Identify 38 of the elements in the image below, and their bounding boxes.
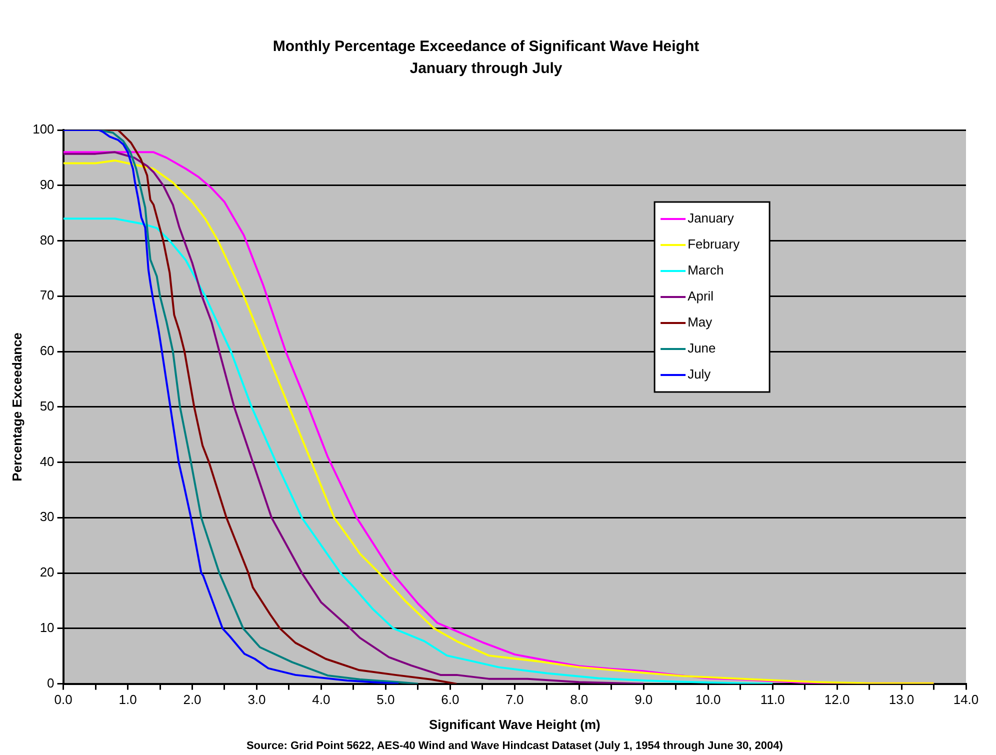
x-tick-label: 14.0 bbox=[953, 692, 979, 708]
y-tick-label: 60 bbox=[40, 343, 54, 358]
y-axis-title: Percentage Exceedance bbox=[9, 332, 24, 482]
x-tick-label: 8.0 bbox=[570, 692, 588, 708]
legend-label: March bbox=[688, 262, 724, 278]
chart-title: Monthly Percentage Exceedance of Significant Wave Height bbox=[272, 38, 700, 56]
x-tick-label: 7.0 bbox=[506, 692, 524, 708]
y-tick-label: 70 bbox=[40, 288, 54, 303]
x-tick-label: 12.0 bbox=[824, 692, 850, 708]
x-tick-label: 6.0 bbox=[441, 692, 460, 708]
chart-subtitle: January through July bbox=[410, 60, 563, 78]
x-tick-label: 3.0 bbox=[248, 692, 266, 708]
y-tick-label: 40 bbox=[40, 454, 54, 469]
legend-label: June bbox=[688, 340, 716, 356]
x-tick-label: 0.0 bbox=[54, 692, 72, 708]
y-tick-label: 30 bbox=[40, 509, 54, 524]
x-tick-label: 10.0 bbox=[695, 692, 721, 708]
y-tick-label: 20 bbox=[40, 564, 54, 580]
y-tick-label: 90 bbox=[40, 176, 54, 192]
y-tick-label: 0 bbox=[47, 675, 54, 690]
x-tick-label: 2.0 bbox=[183, 692, 202, 708]
x-tick-label: 4.0 bbox=[312, 692, 330, 708]
legend-label: July bbox=[688, 366, 712, 382]
legend-label: April bbox=[688, 288, 714, 304]
x-tick-label: 9.0 bbox=[634, 692, 653, 708]
legend-label: January bbox=[688, 210, 734, 226]
legend-label: February bbox=[688, 236, 740, 252]
x-tick-label: 5.0 bbox=[376, 692, 395, 708]
x-tick-label: 1.0 bbox=[118, 692, 137, 708]
x-tick-label: 11.0 bbox=[760, 692, 785, 708]
x-axis-title: Significant Wave Height (m) bbox=[428, 716, 600, 732]
y-tick-label: 100 bbox=[32, 122, 54, 137]
y-tick-label: 10 bbox=[40, 620, 54, 635]
y-tick-label: 50 bbox=[40, 398, 54, 414]
x-tick-label: 13.0 bbox=[888, 692, 914, 708]
source-note: Source: Grid Point 5622, AES-40 Wind and Wave Hindcast Dataset (July 1, 1954 through June 30, 2004) bbox=[246, 740, 784, 752]
legend-label: May bbox=[688, 314, 713, 330]
y-tick-label: 80 bbox=[40, 232, 54, 248]
